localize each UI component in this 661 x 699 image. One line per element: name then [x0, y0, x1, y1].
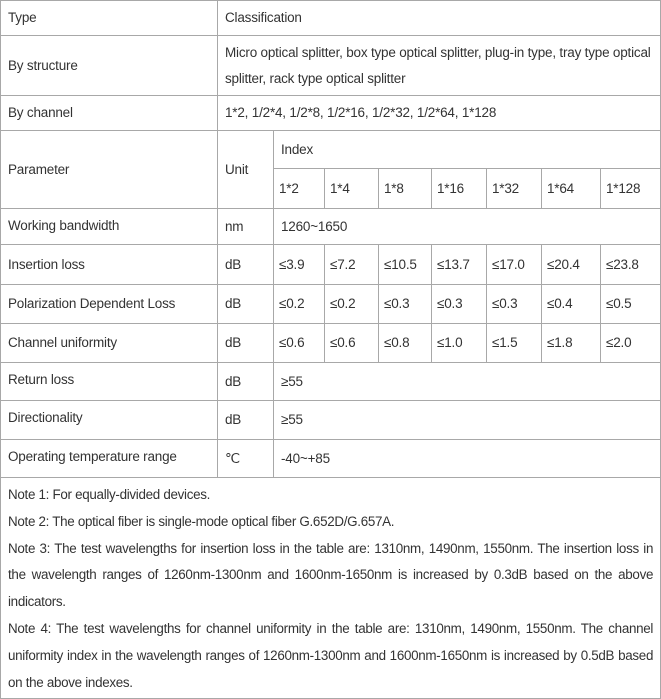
- index-column: 1*64: [541, 168, 601, 209]
- param-name: Return loss: [0, 362, 218, 401]
- classification-header: Classification: [216, 0, 661, 36]
- param-value: ≤3.9: [273, 244, 325, 285]
- param-value: ≤0.2: [273, 284, 325, 324]
- param-name: Insertion loss: [0, 244, 218, 285]
- param-value: ≤0.2: [324, 284, 379, 324]
- table-row: Directionality dB ≥55: [0, 400, 661, 440]
- index-header: Index: [272, 130, 661, 169]
- param-value: ≤1.5: [486, 323, 542, 363]
- param-value: ≤10.5: [378, 244, 432, 285]
- table-row: Channel uniformity dB ≤0.6 ≤0.6 ≤0.8 ≤1.…: [0, 323, 661, 363]
- param-value: ≤0.6: [273, 323, 325, 363]
- param-value: ≤2.0: [599, 323, 661, 363]
- index-columns-row: 1*2 1*4 1*8 1*16 1*32 1*64 1*128: [1, 168, 661, 209]
- index-column: 1*16: [431, 168, 487, 209]
- table-row: Return loss dB ≥55: [0, 362, 661, 401]
- table-row: Polarization Dependent Loss dB ≤0.2 ≤0.2…: [0, 284, 661, 324]
- param-value: ≤20.4: [541, 244, 601, 285]
- param-value: -40~+85: [272, 439, 661, 478]
- param-value: ≤1.0: [431, 323, 487, 363]
- param-unit: dB: [217, 244, 274, 285]
- param-value: ≤0.5: [599, 284, 661, 324]
- channel-row: By channel 1*2, 1/2*4, 1/2*8, 1/2*16, 1/…: [0, 95, 661, 131]
- param-value: ≤0.6: [324, 323, 379, 363]
- param-unit: nm: [217, 208, 274, 245]
- structure-label: By structure: [0, 35, 218, 96]
- param-unit: dB: [217, 362, 274, 401]
- param-value: ≤0.3: [378, 284, 432, 324]
- note-1: Note 1: For equally-divided devices.: [8, 487, 211, 502]
- param-value: ≤7.2: [324, 244, 379, 285]
- channel-label: By channel: [0, 95, 218, 131]
- unit-header: Unit: [217, 130, 274, 209]
- header-row: Type Classification: [0, 0, 661, 36]
- param-name: Directionality: [0, 400, 218, 440]
- param-value: ≥55: [272, 400, 661, 440]
- note-2: Note 2: The optical fiber is single-mode…: [8, 513, 395, 529]
- index-column: 1*2: [273, 168, 325, 209]
- index-column: 1*4: [324, 168, 379, 209]
- param-value: ≤0.4: [541, 284, 601, 324]
- structure-row: By structure Micro optical splitter, box…: [0, 35, 661, 96]
- param-value: ≤23.8: [599, 244, 661, 285]
- type-header: Type: [0, 0, 218, 36]
- param-value: ≤13.7: [431, 244, 487, 285]
- table-row: Insertion loss dB ≤3.9 ≤7.2 ≤10.5 ≤13.7 …: [0, 244, 661, 285]
- param-name: Channel uniformity: [0, 323, 218, 363]
- index-column: 1*32: [486, 168, 542, 209]
- param-name: Operating temperature range: [0, 439, 218, 478]
- table-row: Working bandwidth nm 1260~1650: [0, 208, 661, 245]
- parameter-header: Parameter: [0, 130, 218, 209]
- param-value: ≤17.0: [486, 244, 542, 285]
- note-4: Note 4: The test wavelengths for channel…: [8, 620, 654, 690]
- structure-value: Micro optical splitter, box type optical…: [216, 35, 661, 96]
- param-value: ≥55: [272, 362, 661, 401]
- index-column: 1*128: [599, 168, 661, 209]
- param-value: ≤0.3: [486, 284, 542, 324]
- param-name: Working bandwidth: [0, 208, 218, 245]
- table-row: Operating temperature range ℃ -40~+85: [0, 439, 661, 478]
- param-unit: dB: [217, 284, 274, 324]
- index-column: 1*8: [378, 168, 432, 209]
- param-value: ≤0.8: [378, 323, 432, 363]
- param-value: ≤0.3: [431, 284, 487, 324]
- notes-cell: Note 1: For equally-divided devices. Not…: [0, 476, 661, 699]
- parameter-header-row: Parameter Unit Index: [0, 130, 661, 209]
- param-unit: dB: [217, 323, 274, 363]
- channel-value: 1*2, 1/2*4, 1/2*8, 1/2*16, 1/2*32, 1/2*6…: [216, 95, 661, 131]
- param-unit: ℃: [217, 439, 274, 478]
- note-3: Note 3: The test wavelengths for inserti…: [8, 540, 654, 610]
- param-name: Polarization Dependent Loss: [0, 284, 218, 324]
- param-unit: dB: [217, 400, 274, 440]
- param-value: ≤1.8: [541, 323, 601, 363]
- notes-row: Note 1: For equally-divided devices. Not…: [0, 476, 661, 699]
- param-value: 1260~1650: [272, 208, 661, 245]
